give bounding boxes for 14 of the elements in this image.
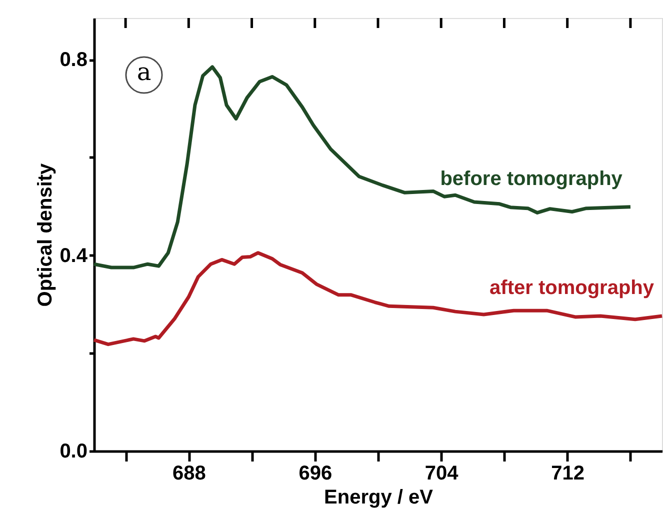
y-tick-label: 0.4: [60, 244, 88, 267]
line-series: [92, 65, 632, 270]
x-axis-title: Energy / eV: [324, 486, 434, 508]
x-tick-label: 704: [424, 462, 460, 484]
line-series: [92, 251, 663, 346]
x-tick-label: 696: [298, 462, 332, 484]
x-tick-label: 688: [172, 462, 206, 484]
annotation: a: [136, 58, 152, 86]
y-tick-label: 0.0: [60, 440, 88, 462]
series-label: before tomography: [440, 168, 624, 190]
series-label: after tomography: [490, 276, 655, 299]
y-axis-title: Optical density: [34, 162, 57, 307]
y-tick-label: 0.8: [60, 49, 88, 72]
x-tick-label: 712: [551, 462, 585, 484]
